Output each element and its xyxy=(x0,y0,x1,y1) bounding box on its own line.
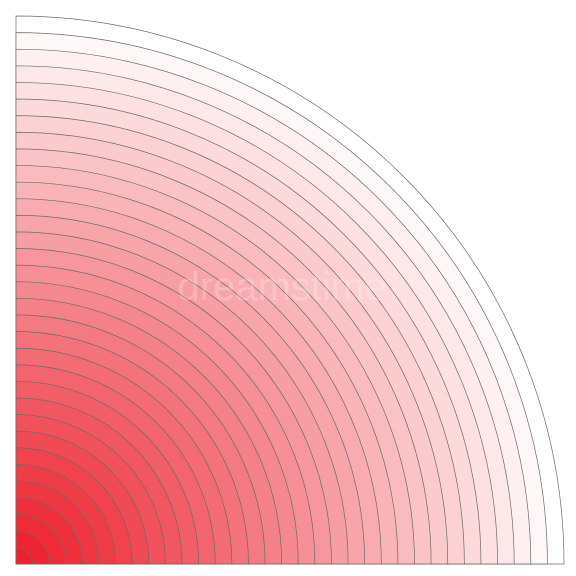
rings xyxy=(15,15,565,565)
ring xyxy=(15,547,33,565)
watermark: dreamstime xyxy=(178,265,387,309)
